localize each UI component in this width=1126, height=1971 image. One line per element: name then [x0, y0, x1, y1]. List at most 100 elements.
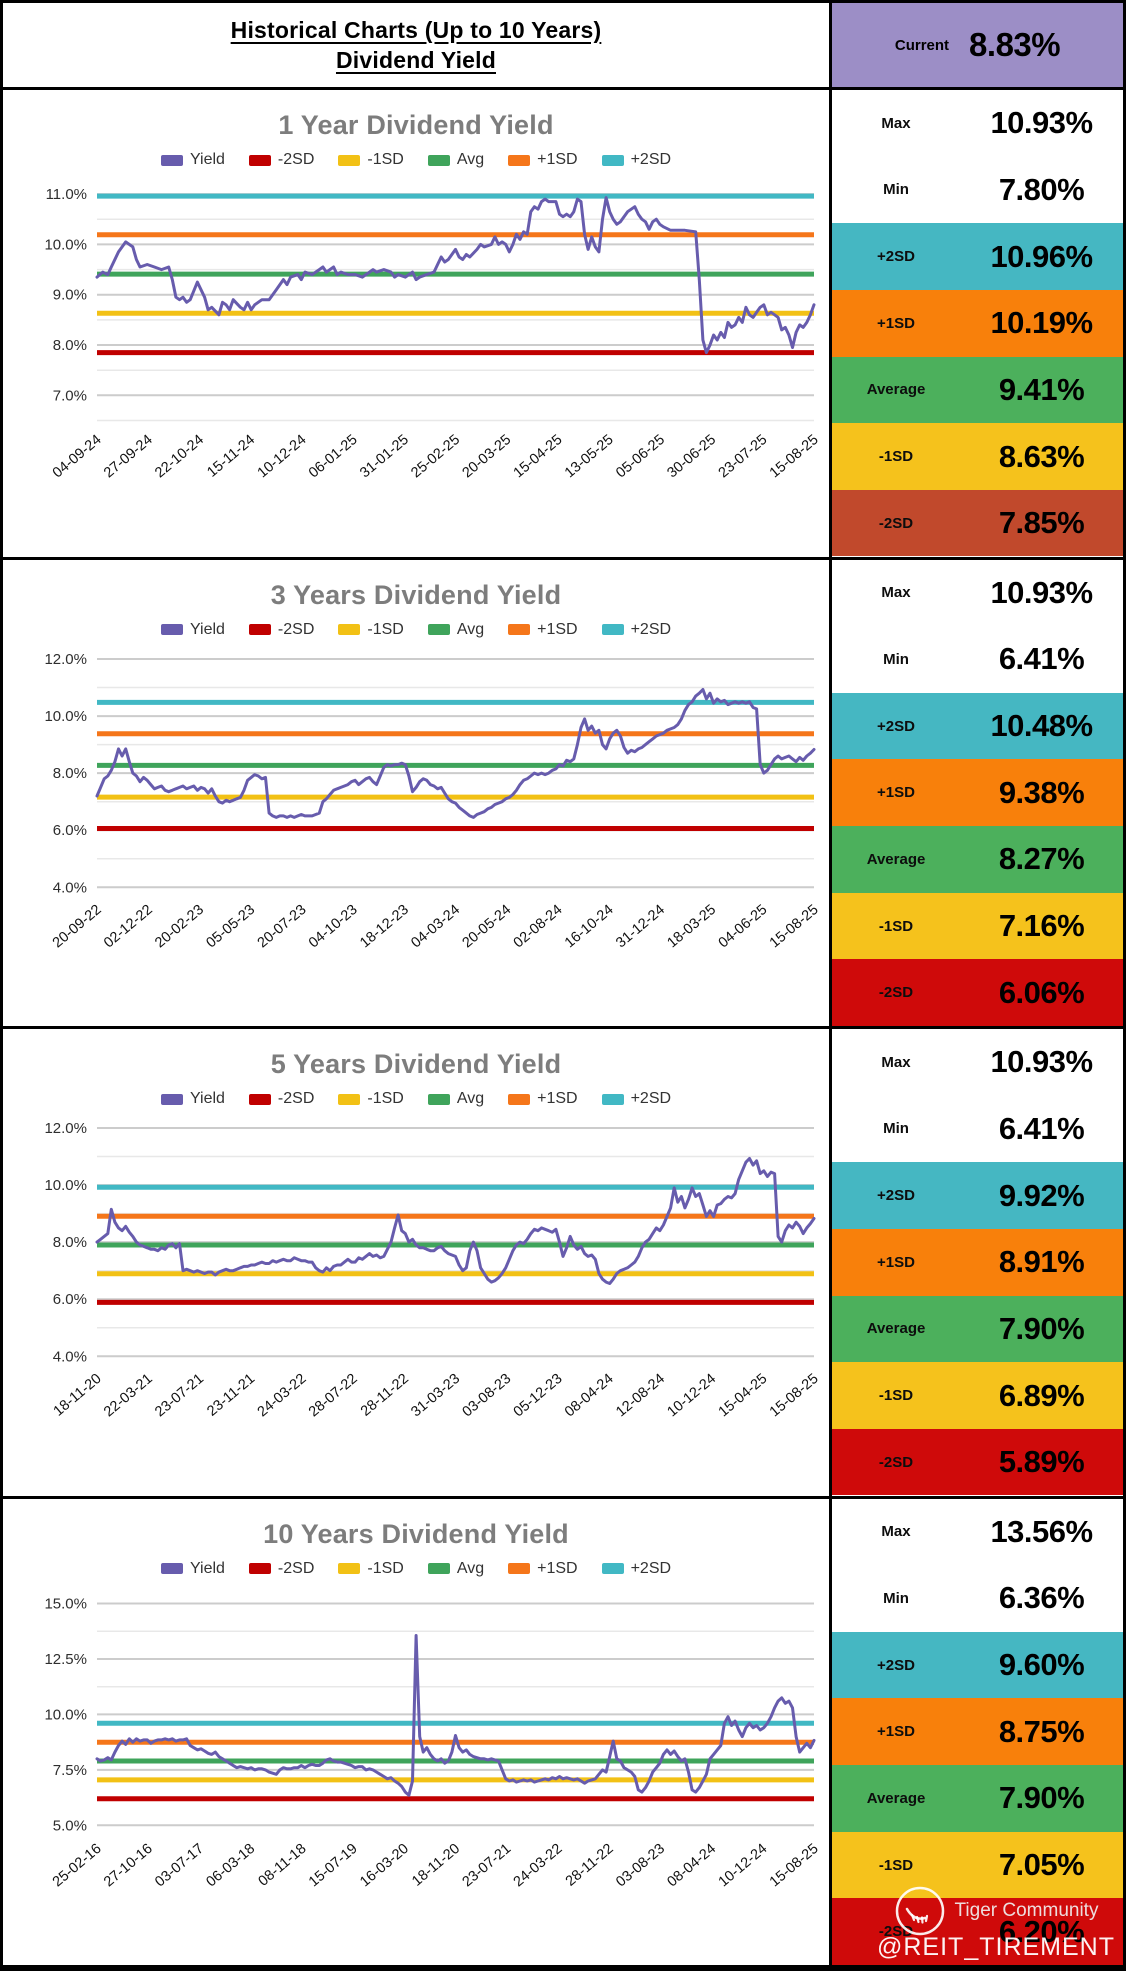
x-tick-label: 16-10-24 [561, 901, 616, 951]
yield-line [95, 1633, 815, 1797]
legend-label: Avg [456, 1559, 485, 1577]
y-tick-label: 6.0% [52, 1291, 86, 1308]
y-tick-label: 5.0% [52, 1817, 86, 1834]
legend-swatch-icon [508, 1563, 531, 1574]
x-tick-label: 15-04-25 [715, 1371, 770, 1421]
chart-cell-3-years: 3 Years Dividend Yield Yield -2SD -1SD Avg +… [3, 559, 832, 1026]
y-tick-label: 4.0% [52, 879, 86, 896]
header-titles: Historical Charts (Up to 10 Years) Divid… [3, 3, 829, 87]
legend-item-Avg: Avg [427, 1090, 484, 1108]
stats-panel-1-year: Max 10.93% Min 7.80% +2SD 10.96% +1SD 10.19% Ave… [832, 90, 1123, 557]
legend-item--2SD: -2SD [248, 151, 315, 169]
stat-value: 7.05% [998, 1847, 1085, 1883]
x-tick-label: 27-09-24 [101, 432, 156, 482]
stat-value: 6.41% [998, 1110, 1085, 1146]
x-tick-label: 28-07-22 [305, 1371, 360, 1421]
x-tick-label: 06-03-18 [203, 1840, 258, 1890]
legend-swatch-icon [601, 1563, 624, 1574]
x-tick-label: 04-09-24 [49, 432, 104, 482]
y-tick-label: 11.0% [45, 186, 86, 203]
y-tick-label: 6.0% [52, 822, 86, 839]
legend-item-+2SD: +2SD [601, 620, 672, 639]
x-tick-label: 23-07-25 [715, 432, 770, 482]
stat-row--2sd: -2SD 6.06% [832, 959, 1123, 1026]
legend-label: -1SD [367, 151, 404, 168]
stat-label: +1SD [877, 1723, 915, 1741]
legend-label: +2SD [630, 1090, 672, 1107]
x-tick-label: 02-12-22 [101, 901, 156, 951]
stat-row-max: Max 13.56% [832, 1498, 1123, 1566]
chart-title-10-years: 10 Years Dividend Yield [263, 1518, 569, 1549]
legend-label: +1SD [537, 1559, 578, 1577]
stat-row--1sd: -1SD 7.05% [832, 1831, 1123, 1899]
section-5-years: 5 Years Dividend Yield Yield -2SD -1SD Avg +… [3, 1029, 1123, 1499]
chart-plot-10-years: 15.0%12.5%10.0%7.5%5.0%25-02-1627-10-160… [44, 1595, 821, 1890]
legend-swatch-icon [427, 154, 450, 166]
legend-swatch-icon [427, 1563, 450, 1574]
stat-label: +2SD [877, 248, 915, 266]
stats-panel-3-years: Max 10.93% Min 6.41% +2SD 10.48% +1SD 9.38% Aver… [832, 559, 1123, 1027]
chart-title-5-years: 5 Years Dividend Yield [270, 1049, 562, 1079]
x-tick-label: 13-05-25 [561, 432, 616, 482]
stat-label: -2SD [878, 514, 914, 532]
x-tick-label: 24-03-22 [254, 1371, 309, 1421]
chart-legend: Yield -2SD -1SD Avg +1SD +2SD [160, 1559, 671, 1578]
stat-value: 10.93% [990, 1044, 1093, 1080]
legend-swatch-icon [601, 624, 624, 635]
x-tick-label: 15-08-25 [766, 432, 821, 482]
legend-item--1SD: -1SD [338, 151, 404, 169]
stat-value: 7.90% [998, 1780, 1085, 1816]
stat-label: Average [866, 850, 926, 868]
x-tick-label: 31-01-25 [357, 432, 412, 482]
x-tick-label: 16-03-20 [357, 1840, 412, 1890]
legend-swatch-icon [160, 154, 183, 166]
legend-swatch-icon [427, 624, 450, 635]
x-tick-label: 22-10-24 [152, 432, 207, 482]
x-tick-label: 31-12-24 [613, 901, 668, 951]
stat-label: -1SD [878, 448, 914, 466]
x-tick-label: 15-08-25 [766, 901, 821, 951]
x-tick-label: 10-12-24 [254, 432, 309, 482]
x-tick-label: 03-08-23 [459, 1371, 514, 1421]
yield-line [95, 1157, 815, 1285]
y-tick-label: 12.0% [44, 651, 87, 668]
x-tick-label: 15-08-25 [766, 1371, 821, 1421]
stat-value: 10.19% [990, 305, 1093, 341]
stat-row-min: Min 7.80% [832, 156, 1123, 224]
legend-label: Yield [189, 151, 225, 168]
legend-swatch-icon [160, 1563, 183, 1574]
stat-label: +2SD [877, 1187, 915, 1205]
legend-label: +1SD [537, 151, 578, 168]
stat-row--2sd: -2SD 6.20% [832, 1898, 1123, 1965]
y-tick-label: 4.0% [52, 1348, 86, 1365]
stat-value: 10.93% [990, 105, 1093, 141]
x-tick-label: 20-09-22 [49, 901, 104, 951]
stat-row--1sd: -1SD 8.63% [832, 423, 1123, 490]
y-tick-label: 8.0% [52, 765, 86, 782]
stat-value: 8.63% [998, 438, 1085, 474]
stat-label: Min [883, 1120, 909, 1138]
legend-swatch-icon [508, 624, 531, 635]
stat-row-+1sd: +1SD 10.19% [832, 289, 1123, 357]
legend-item-Yield: Yield [160, 151, 225, 169]
x-tick-label: 04-06-25 [715, 901, 770, 951]
stat-label: +1SD [877, 784, 915, 802]
x-tick-label: 05-12-23 [510, 1371, 565, 1421]
yield-line [95, 687, 815, 819]
stat-label: -1SD [878, 1856, 914, 1874]
page-title: Historical Charts (Up to 10 Years) [230, 16, 602, 43]
x-tick-label: 25-02-25 [408, 432, 463, 482]
legend-swatch-icon [601, 1093, 624, 1105]
stat-row-+2sd: +2SD 10.96% [832, 223, 1123, 290]
stat-label: -1SD [878, 917, 914, 935]
legend-label: -2SD [277, 151, 315, 168]
section-10-years: 10 Years Dividend Yield Yield -2SD -1SD Avg… [3, 1498, 1123, 1968]
legend-item--1SD: -1SD [338, 1560, 404, 1578]
legend-swatch-icon [338, 154, 361, 166]
stat-row-+1sd: +1SD 8.75% [832, 1698, 1123, 1766]
stat-row--2sd: -2SD 5.89% [832, 1428, 1123, 1496]
legend-label: +2SD [630, 620, 672, 638]
stat-value: 13.56% [990, 1513, 1093, 1549]
stat-row-average: Average 8.27% [832, 826, 1123, 893]
stat-row-min: Min 6.36% [832, 1565, 1123, 1632]
